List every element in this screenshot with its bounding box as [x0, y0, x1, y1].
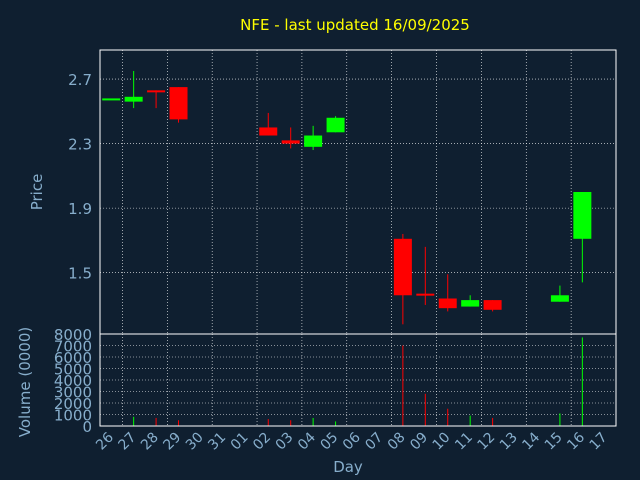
day-tick-label: 04: [295, 429, 319, 453]
volume-tick-label: 4000: [54, 372, 92, 390]
candle-body: [147, 90, 166, 93]
candle-body: [102, 98, 121, 101]
price-tick-labels: 2.7 2.3 1.9 1.5: [68, 71, 92, 283]
candle-body: [281, 140, 300, 144]
volume-panel-frame: [99, 333, 617, 427]
day-tick-label: 13: [497, 430, 521, 454]
day-tick-label: 26: [93, 429, 117, 453]
day-tick-label: 01: [228, 430, 252, 454]
day-tick-label: 27: [116, 430, 140, 454]
price-tick-label: 2.7: [68, 71, 92, 89]
candle-body: [326, 117, 345, 133]
day-tick-label: 12: [475, 430, 499, 454]
volume-tick-label: 7000: [54, 338, 92, 356]
day-tick-label: 31: [205, 430, 229, 454]
day-tick-label: 14: [519, 429, 543, 453]
price-tick-label: 1.5: [68, 265, 92, 283]
candle-body: [438, 298, 457, 309]
candle-body: [259, 127, 278, 136]
price-axis-label: Price: [28, 174, 46, 211]
candle-body: [550, 295, 569, 302]
price-tick-label: 2.3: [68, 136, 92, 154]
price-tick-label: 1.9: [68, 200, 92, 218]
day-tick-labels: 2627282930310102030405060708091011121314…: [93, 429, 610, 453]
day-tick-label: 17: [587, 430, 611, 454]
volume-grid: [100, 333, 616, 427]
day-tick-label: 09: [407, 430, 431, 454]
candle-body: [304, 135, 323, 147]
day-axis-label: Day: [333, 458, 363, 476]
volume-tick-label: 8000: [54, 326, 92, 344]
day-tick-label: 15: [542, 430, 566, 454]
candle-body: [416, 293, 435, 296]
candle-body: [461, 300, 480, 307]
volume-tick-label: 1000: [54, 407, 92, 425]
day-tick-label: 05: [317, 430, 341, 454]
volume-tick-label: 6000: [54, 349, 92, 367]
volume-tick-label: 3000: [54, 384, 92, 402]
day-tick-label: 02: [250, 430, 274, 454]
day-tick-label: 10: [430, 430, 454, 454]
day-tick-label: 03: [273, 430, 297, 454]
volume-tick-label: 5000: [54, 361, 92, 379]
candle-body: [124, 96, 143, 102]
candle-body: [483, 300, 502, 310]
day-tick-label: 16: [564, 429, 588, 453]
volume-tick-label: 0: [82, 418, 92, 436]
day-tick-label: 11: [452, 430, 476, 454]
day-tick-label: 07: [362, 430, 386, 454]
volume-tick-label: 2000: [54, 395, 92, 413]
candle-body: [573, 192, 592, 239]
day-tick-label: 06: [340, 429, 364, 453]
day-tick-label: 08: [385, 430, 409, 454]
day-tick-label: 29: [160, 430, 184, 454]
candles: [102, 70, 592, 325]
chart-title: NFE - last updated 16/09/2025: [240, 16, 470, 34]
volume-bars: [133, 337, 583, 426]
volume-axis-label: Volume (0000): [16, 327, 34, 437]
price-grid: [100, 50, 616, 334]
candle-body: [169, 87, 188, 120]
day-tick-label: 30: [183, 430, 207, 454]
candle-body: [393, 238, 412, 296]
day-tick-label: 28: [138, 430, 162, 454]
